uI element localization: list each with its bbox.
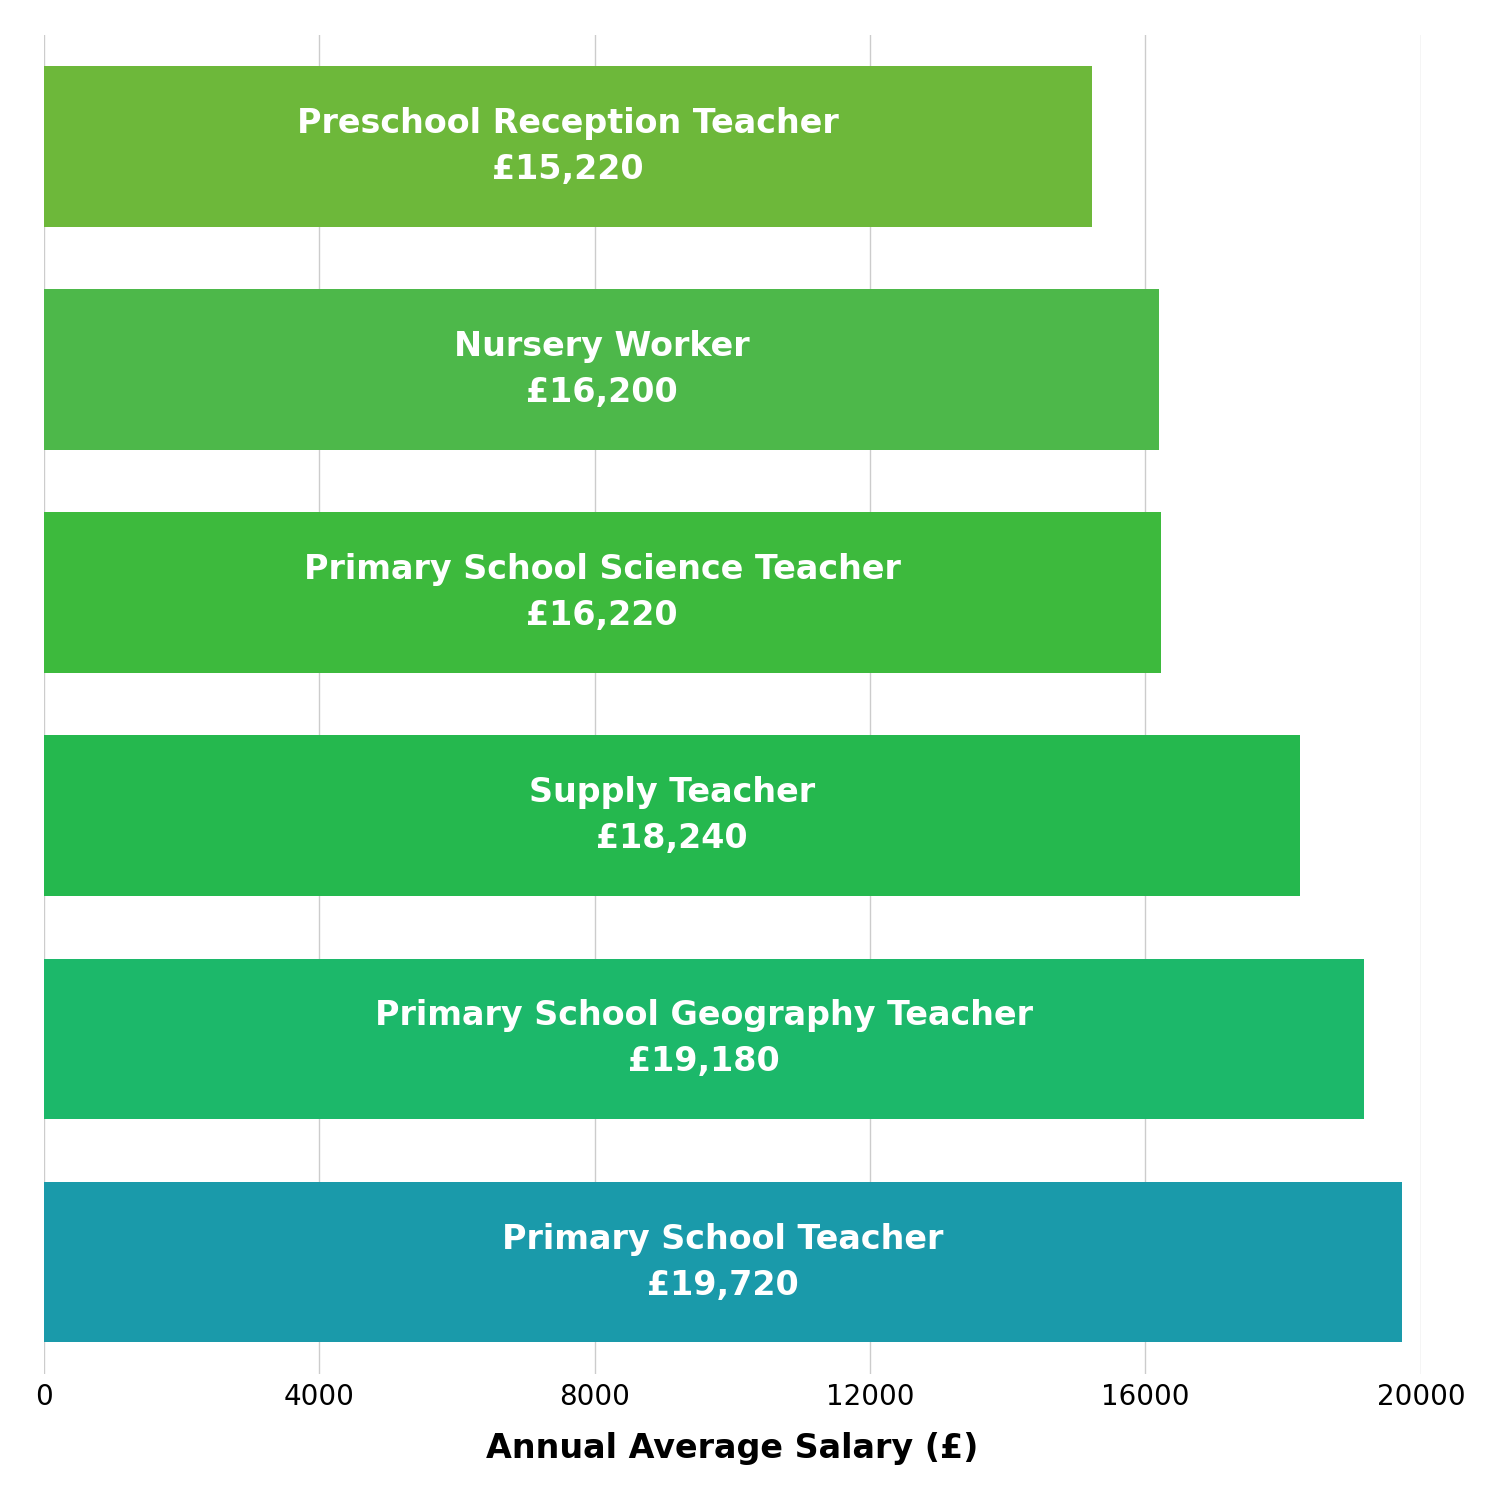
Bar <box>44 1182 1401 1342</box>
Bar <box>44 513 1161 674</box>
Text: Primary School Science Teacher
£16,220: Primary School Science Teacher £16,220 <box>303 554 900 632</box>
Text: Preschool Reception Teacher
£15,220: Preschool Reception Teacher £15,220 <box>297 106 839 186</box>
Text: Primary School Teacher
£19,720: Primary School Teacher £19,720 <box>503 1222 944 1302</box>
Text: Supply Teacher
£18,240: Supply Teacher £18,240 <box>528 777 815 855</box>
Bar <box>44 735 1300 896</box>
Bar <box>44 290 1160 450</box>
Text: Primary School Geography Teacher
£19,180: Primary School Geography Teacher £19,180 <box>375 999 1034 1078</box>
Bar <box>44 66 1092 226</box>
X-axis label: Annual Average Salary (£): Annual Average Salary (£) <box>486 1432 978 1466</box>
Bar <box>44 958 1365 1119</box>
Text: Nursery Worker
£16,200: Nursery Worker £16,200 <box>453 330 748 410</box>
